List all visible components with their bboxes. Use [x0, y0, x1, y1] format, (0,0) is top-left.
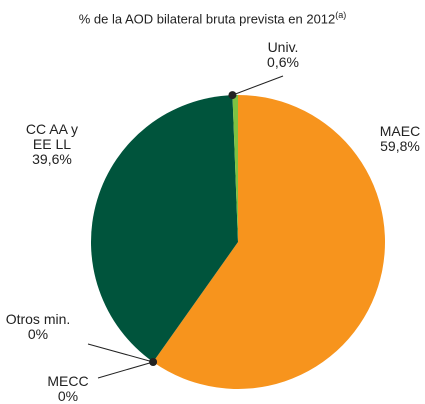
slice-value: 0%	[57, 388, 79, 404]
leader-line	[232, 75, 284, 96]
slice-label: Univ. 0,6%	[248, 40, 318, 70]
pie-slice	[232, 95, 238, 242]
slice-label: CC AA y EE LL 39,6%	[22, 122, 82, 167]
slice-value: 0%	[27, 326, 49, 342]
slice-value: 39,6%	[32, 151, 72, 167]
slice-label: MECC 0%	[33, 374, 103, 404]
pie-slice	[153, 95, 386, 389]
leader-dot	[149, 358, 158, 367]
pie-slice	[91, 95, 239, 363]
slice-name: Univ.	[267, 39, 299, 55]
slice-value: 0,6%	[267, 54, 299, 70]
chart-subtitle: % de la AOD bilateral bruta prevista en …	[0, 10, 425, 26]
subtitle-text: % de la AOD bilateral bruta prevista en …	[78, 11, 336, 27]
slice-label: MAEC 59,8%	[365, 124, 425, 154]
leader-dot	[228, 91, 237, 100]
slice-name: CC AA y EE LL	[25, 121, 79, 152]
leader-line	[87, 343, 154, 363]
slice-name: Otros min.	[5, 311, 71, 327]
leader-line	[97, 361, 154, 379]
slice-name: MECC	[47, 373, 89, 389]
subtitle-note: (a)	[335, 10, 347, 20]
slice-label: Otros min. 0%	[3, 312, 73, 342]
slice-value: 59,8%	[380, 138, 420, 154]
slice-name: MAEC	[379, 123, 421, 139]
